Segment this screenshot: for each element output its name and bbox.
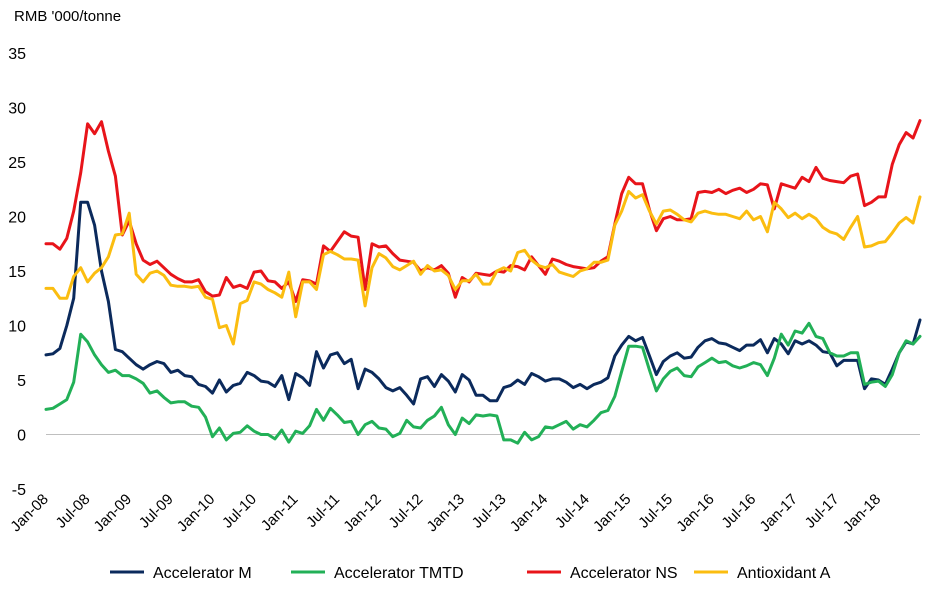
x-tick-label: Jul-16: [718, 491, 759, 532]
x-tick-label: Jan-18: [840, 491, 884, 535]
x-tick-label: Jan-15: [590, 491, 634, 535]
x-tick-label: Jul-17: [802, 491, 843, 532]
x-tick-label: Jan-16: [673, 491, 717, 535]
y-axis-title: RMB '000/tonne: [14, 8, 122, 25]
x-tick-label: Jan-14: [507, 491, 551, 535]
series-line-0: [44, 200, 922, 406]
x-tick-label: Jan-12: [340, 491, 384, 535]
x-tick-label: Jan-09: [91, 491, 135, 535]
x-tick-label: Jan-13: [424, 491, 468, 535]
legend-label-1: Accelerator TMTD: [334, 565, 464, 582]
y-tick-label: 35: [8, 46, 26, 63]
legend-label-3: Antioxidant A: [737, 565, 831, 582]
x-tick-label: Jul-11: [303, 491, 343, 531]
series-line-2: [44, 119, 922, 303]
y-tick-label: 25: [8, 155, 26, 172]
x-tick-label: Jul-13: [469, 491, 510, 532]
series-line-3: [44, 189, 922, 346]
y-tick-label: 20: [8, 210, 26, 227]
y-tick-label: 0: [17, 428, 26, 445]
y-tick-label: 15: [8, 264, 26, 281]
x-tick-label: Jan-17: [757, 491, 801, 535]
legend-label-0: Accelerator M: [153, 565, 252, 582]
x-tick-label: Jul-09: [136, 491, 177, 532]
y-axis: -5 0 5 10 15 20 25 30 35: [8, 46, 26, 499]
y-tick-label: -5: [12, 482, 26, 499]
x-tick-label: Jul-08: [53, 491, 94, 532]
x-tick-label: Jul-10: [219, 491, 260, 532]
x-tick-label: Jan-10: [174, 491, 218, 535]
x-tick-label: Jul-15: [635, 491, 676, 532]
x-tick-label: Jul-14: [552, 491, 593, 532]
y-tick-label: 10: [8, 319, 26, 336]
legend-label-2: Accelerator NS: [570, 565, 678, 582]
x-tick-label: Jan-11: [258, 491, 302, 535]
y-tick-label: 5: [17, 373, 26, 390]
y-tick-label: 30: [8, 101, 26, 118]
legend: Accelerator M Accelerator TMTD Accelerator…: [110, 565, 831, 582]
series-line-1: [44, 321, 922, 445]
x-tick-label: Jul-12: [385, 491, 426, 532]
series-group: [44, 119, 922, 445]
